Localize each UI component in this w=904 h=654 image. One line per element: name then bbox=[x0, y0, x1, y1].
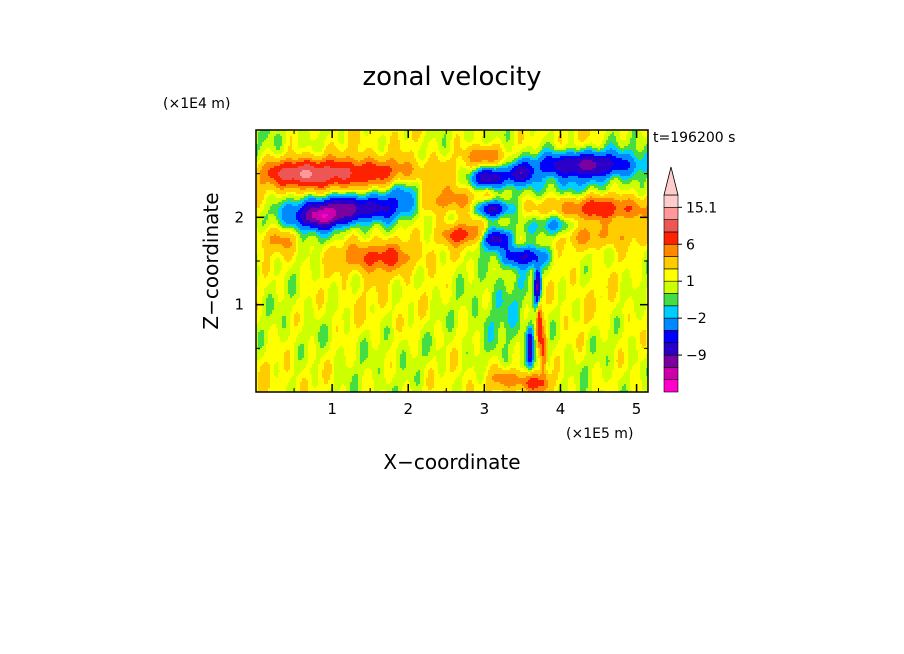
y-unit-label: (×1E4 m) bbox=[163, 96, 230, 112]
time-label: t=196200 s bbox=[653, 130, 735, 146]
chart-title: zonal velocity bbox=[362, 62, 541, 92]
velocity-field bbox=[256, 130, 648, 392]
